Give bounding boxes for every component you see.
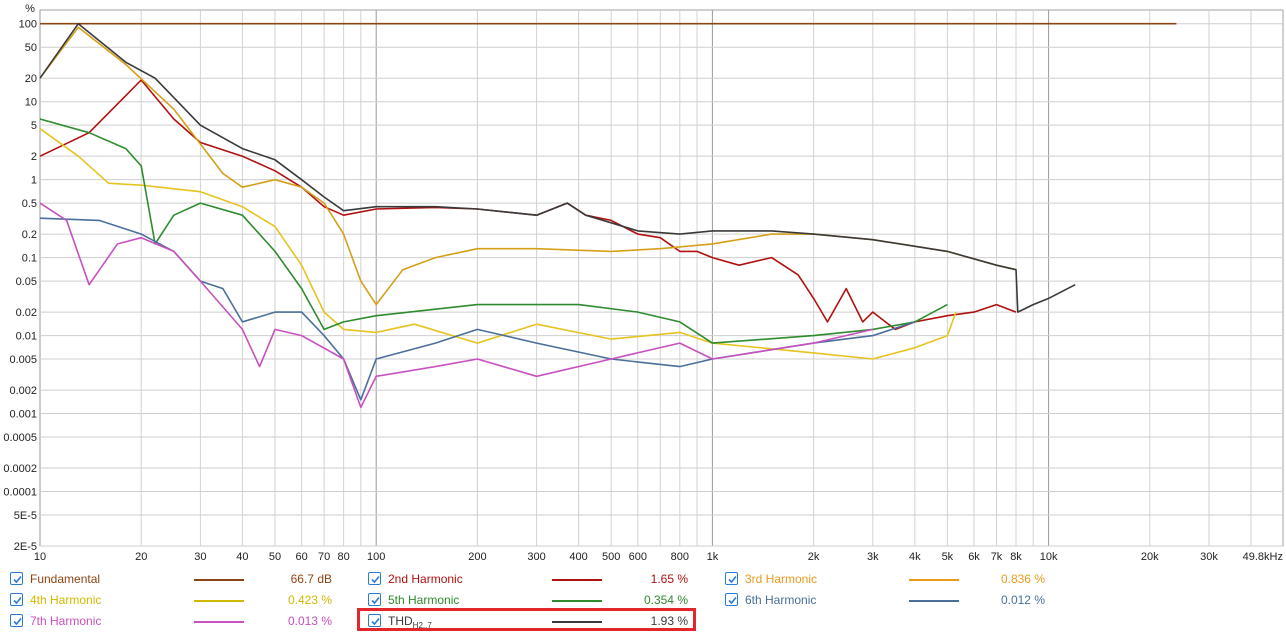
legend-label-subscript: H2..7: [412, 621, 432, 630]
legend-value: 0.836 %: [1000, 572, 1045, 586]
legend-value: 0.012 %: [1000, 593, 1045, 607]
y-tick-label: 0.0002: [3, 463, 37, 475]
legend-label: 4th Harmonic: [30, 593, 102, 607]
y-tick-label: 0.2: [22, 229, 37, 241]
legend-swatch: [909, 600, 959, 602]
y-tick-label: 0.005: [9, 354, 37, 366]
legend-swatch: [194, 621, 244, 623]
legend-swatch: [909, 579, 959, 581]
y-tick-label: 0.001: [9, 409, 37, 421]
y-tick-label: 0.5: [22, 198, 37, 210]
checkbox-checked-icon[interactable]: [725, 572, 738, 585]
series-line-2nd-harmonic: [39, 79, 1017, 331]
x-tick-label: 100: [367, 551, 385, 563]
legend-label: 7th Harmonic: [30, 614, 102, 628]
y-unit-label: %: [25, 3, 35, 15]
legend-swatch: [552, 621, 602, 623]
legend-swatch: [194, 600, 244, 602]
series-line-thd: [39, 22, 1076, 313]
x-tick-label: 49.8kHz: [1243, 551, 1283, 563]
y-tick-label: 2E-5: [14, 541, 37, 553]
x-tick-label: 80: [337, 551, 349, 563]
legend-value: 1.93 %: [650, 614, 688, 628]
x-tick-label: 300: [527, 551, 545, 563]
x-tick-label: 20: [135, 551, 147, 563]
y-tick-label: 50: [25, 42, 37, 54]
checkbox-checked-icon[interactable]: [368, 572, 381, 585]
x-tick-label: 5k: [942, 551, 954, 563]
x-tick-label: 600: [629, 551, 647, 563]
chart-plot: 100 50 20 10 5 2 1 0.5 0.2 0.1 0.05 0.02 0.01 0.005 0.…: [3, 3, 1284, 563]
y-tick-label: 5E-5: [14, 510, 37, 522]
x-tick-label: 20k: [1141, 551, 1159, 563]
legend-item-4th-harmonic[interactable]: 4th Harmonic 0.423 %: [10, 590, 332, 610]
legend-item-3rd-harmonic[interactable]: 3rd Harmonic 0.836 %: [725, 569, 1045, 589]
y-tick-label: 0.002: [9, 385, 37, 397]
x-tick-label: 30k: [1200, 551, 1218, 563]
legend-value: 0.013 %: [287, 614, 332, 628]
checkbox-checked-icon[interactable]: [725, 593, 738, 606]
legend-item-thd[interactable]: THDH2..7 1.93 %: [368, 611, 688, 631]
x-tick-label: 1k: [707, 551, 719, 563]
highlight-box: [357, 608, 696, 631]
checkbox-checked-icon[interactable]: [368, 614, 381, 627]
x-tick-label: 200: [468, 551, 486, 563]
legend-label: 3rd Harmonic: [745, 572, 818, 586]
x-tick-label: 3k: [867, 551, 879, 563]
x-tick-label: 7k: [991, 551, 1003, 563]
legend-label: 6th Harmonic: [745, 593, 817, 607]
legend-item-fundamental[interactable]: Fundamental 66.7 dB: [10, 569, 332, 589]
checkbox-checked-icon[interactable]: [10, 593, 23, 606]
y-tick-label: 0.05: [16, 276, 37, 288]
plot-area: [39, 9, 1284, 547]
series-line-7th-harmonic: [39, 202, 873, 409]
legend-label: Fundamental: [30, 572, 101, 586]
x-tick-label: 4k: [909, 551, 921, 563]
legend-value: 1.65 %: [650, 572, 688, 586]
x-tick-label: 30: [194, 551, 206, 563]
legend-value: 66.7 dB: [290, 572, 332, 586]
x-tick-label: 60: [295, 551, 307, 563]
x-tick-label: 70: [318, 551, 330, 563]
y-tick-label: 5: [31, 120, 37, 132]
checkbox-checked-icon[interactable]: [10, 572, 23, 585]
x-tick-label: 800: [671, 551, 689, 563]
y-tick-label: 0.1: [22, 253, 37, 265]
y-tick-label: 0.01: [16, 331, 37, 343]
legend: Fundamental 66.7 dB 2nd Harmonic 1.65 % …: [0, 566, 1286, 636]
series-line-5th-harmonic: [39, 118, 948, 344]
legend-swatch: [552, 579, 602, 581]
x-tick-label: 2k: [808, 551, 820, 563]
checkbox-checked-icon[interactable]: [368, 593, 381, 606]
y-tick-label: 1: [31, 175, 37, 187]
legend-item-5th-harmonic[interactable]: 5th Harmonic 0.354 %: [368, 590, 688, 610]
legend-value: 0.354 %: [643, 593, 688, 607]
legend-label: 5th Harmonic: [388, 593, 460, 607]
y-tick-label: 100: [19, 19, 37, 31]
checkbox-checked-icon[interactable]: [10, 614, 23, 627]
x-tick-label: 40: [236, 551, 248, 563]
legend-value: 0.423 %: [287, 593, 332, 607]
x-tick-label: 6k: [968, 551, 980, 563]
legend-item-6th-harmonic[interactable]: 6th Harmonic 0.012 %: [725, 590, 1045, 610]
legend-swatch: [552, 600, 602, 602]
y-tick-label: 0.02: [16, 307, 37, 319]
x-tick-label: 10: [34, 551, 46, 563]
y-tick-label: 2: [31, 151, 37, 163]
y-tick-label: 0.0001: [3, 487, 37, 499]
legend-item-2nd-harmonic[interactable]: 2nd Harmonic 1.65 %: [368, 569, 688, 589]
legend-label: 2nd Harmonic: [388, 572, 463, 586]
series-line-4th-harmonic: [39, 128, 957, 360]
x-tick-label: 8k: [1010, 551, 1022, 563]
x-tick-label: 400: [569, 551, 587, 563]
y-tick-label: 0.0005: [3, 432, 37, 444]
x-tick-label: 10k: [1040, 551, 1058, 563]
y-tick-label: 10: [25, 97, 37, 109]
legend-swatch: [194, 579, 244, 581]
x-tick-label: 500: [602, 551, 620, 563]
x-tick-label: 50: [269, 551, 281, 563]
legend-label: THDH2..7: [388, 614, 432, 630]
y-tick-label: 20: [25, 73, 37, 85]
legend-item-7th-harmonic[interactable]: 7th Harmonic 0.013 %: [10, 611, 332, 631]
